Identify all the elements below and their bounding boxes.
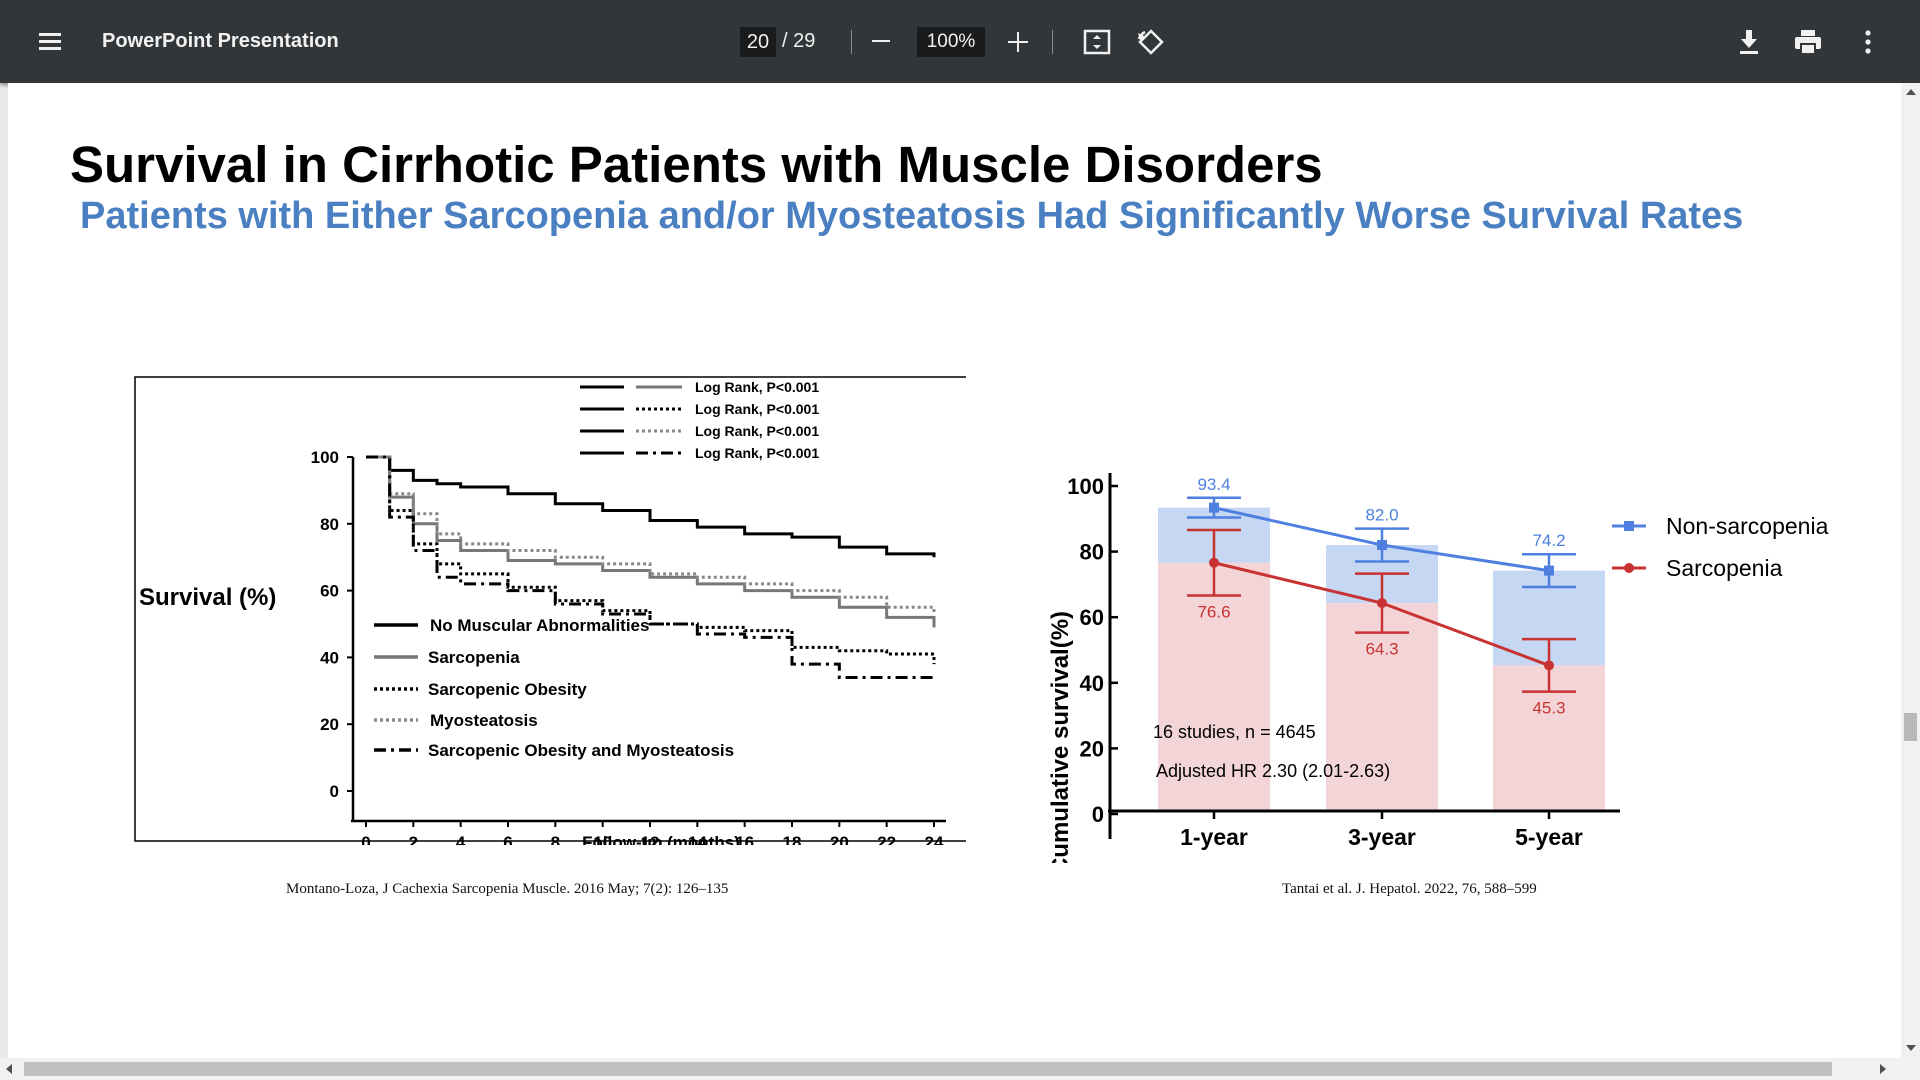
data-point — [1544, 565, 1554, 576]
data-label: 76.6 — [1197, 603, 1230, 622]
x-tick-label: 3-year — [1348, 824, 1416, 850]
logrank-label: Log Rank, P<0.001 — [695, 423, 819, 439]
y-tick-label: 60 — [320, 582, 339, 601]
pdf-toolbar: PowerPoint Presentation 20 / 29 100% — [0, 0, 1920, 83]
slide-page: Survival in Cirrhotic Patients with Musc… — [8, 83, 1901, 1058]
legend-label: Sarcopenia — [428, 648, 520, 667]
annotation-studies: 16 studies, n = 4645 — [1153, 722, 1316, 742]
x-tick-label: 14 — [688, 833, 707, 845]
data-label: 74.2 — [1532, 531, 1565, 550]
km-series-line — [366, 455, 936, 628]
citation-left: Montano-Loza, J Cachexia Sarcopenia Musc… — [286, 881, 729, 897]
data-point — [1377, 540, 1387, 551]
km-series-line — [366, 455, 936, 558]
y-tick-label: 20 — [1080, 736, 1104, 761]
y-tick-label: 0 — [1092, 802, 1104, 827]
y-tick-label: 80 — [320, 515, 339, 534]
slide-subtitle: Patients with Either Sarcopenia and/or M… — [80, 195, 1744, 237]
scroll-up-icon[interactable] — [1906, 89, 1916, 95]
x-tick-label: 22 — [877, 833, 896, 845]
data-label: 64.3 — [1365, 640, 1398, 659]
logrank-label: Log Rank, P<0.001 — [695, 401, 819, 417]
km-legend: No Muscular Abnormalities Sarcopenia Sar… — [374, 616, 734, 760]
zoom-out-icon[interactable] — [872, 40, 890, 42]
data-label: 45.3 — [1532, 699, 1565, 718]
x-tick-label: 1-year — [1180, 824, 1248, 850]
scroll-right-icon[interactable] — [1880, 1064, 1886, 1074]
km-series-line — [366, 455, 936, 614]
data-point — [1209, 502, 1219, 513]
data-point — [1209, 557, 1219, 568]
data-label: 82.0 — [1365, 506, 1398, 525]
more-icon[interactable] — [1860, 29, 1876, 55]
data-label: 93.4 — [1197, 475, 1230, 494]
km-series-line — [366, 455, 936, 665]
y-axis-label: Survival (%) — [139, 584, 276, 611]
x-tick-label: 20 — [830, 833, 849, 845]
vertical-scroll-thumb[interactable] — [1904, 713, 1917, 741]
logrank-label: Log Rank, P<0.001 — [695, 379, 819, 395]
page-total: / 29 — [782, 30, 816, 52]
x-axis-label: Follow-up (months) — [582, 833, 740, 845]
toolbar-divider — [1052, 30, 1053, 54]
toolbar-divider — [851, 30, 852, 54]
horizontal-scroll-thumb[interactable] — [24, 1062, 1832, 1076]
y-axis-label: Cumulative survival(%) — [1047, 611, 1074, 863]
x-tick-label: 18 — [783, 833, 802, 845]
zoom-in-icon[interactable] — [1008, 32, 1028, 52]
y-tick-label: 100 — [311, 448, 339, 467]
y-tick-label: 100 — [1067, 474, 1104, 499]
y-tick-label: 40 — [1080, 671, 1104, 696]
x-tick-label: 16 — [735, 833, 754, 845]
scroll-left-icon[interactable] — [6, 1064, 12, 1074]
menu-icon[interactable] — [34, 26, 66, 58]
cumulative-survival-chart: Cumulative survival(%) 0 20 40 60 80 100 1-ye… — [1047, 473, 1829, 863]
x-tick-label: 10 — [593, 833, 612, 845]
bar-sarcopenia — [1158, 562, 1270, 811]
logrank-key: Log Rank, P<0.001 Log Rank, P<0.001 Log … — [580, 379, 819, 461]
vertical-scrollbar[interactable] — [1901, 83, 1920, 1058]
document-title: PowerPoint Presentation — [102, 30, 339, 52]
slide-title: Survival in Cirrhotic Patients with Musc… — [70, 136, 1323, 193]
print-icon[interactable] — [1794, 29, 1822, 55]
x-tick-label: 8 — [551, 833, 560, 845]
legend-label: Non-sarcopenia — [1666, 513, 1829, 539]
legend-label: Sarcopenic Obesity and Myosteatosis — [428, 741, 734, 760]
x-tick-label: 12 — [641, 833, 660, 845]
page-number-input[interactable]: 20 — [740, 27, 776, 57]
fit-page-icon[interactable] — [1083, 28, 1111, 56]
x-tick-label: 4 — [456, 833, 466, 845]
km-series-line — [366, 455, 934, 679]
x-tick-label: 2 — [409, 833, 418, 845]
download-icon[interactable] — [1736, 28, 1762, 56]
rotate-icon[interactable] — [1136, 27, 1166, 57]
km-survival-chart: Log Rank, P<0.001 Log Rank, P<0.001 Log … — [134, 376, 966, 845]
citation-right: Tantai et al. J. Hepatol. 2022, 76, 588–… — [1282, 881, 1537, 897]
scroll-down-icon[interactable] — [1906, 1045, 1916, 1051]
legend-label: No Muscular Abnormalities — [430, 616, 649, 635]
zoom-level-input[interactable]: 100% — [917, 27, 985, 57]
chart-frame — [134, 376, 966, 842]
legend-label: Sarcopenia — [1666, 555, 1783, 581]
x-tick-label: 0 — [361, 833, 370, 845]
bar-legend: Non-sarcopenia Sarcopenia — [1612, 513, 1829, 581]
legend-label: Sarcopenic Obesity — [428, 680, 587, 699]
data-point — [1377, 598, 1387, 609]
y-tick-label: 20 — [320, 715, 339, 734]
horizontal-scrollbar[interactable] — [0, 1058, 1920, 1080]
annotation-hr: Adjusted HR 2.30 (2.01-2.63) — [1156, 761, 1390, 781]
y-tick-label: 40 — [320, 648, 339, 667]
y-tick-label: 80 — [1080, 540, 1104, 565]
logrank-label: Log Rank, P<0.001 — [695, 445, 819, 461]
x-tick-label: 5-year — [1515, 824, 1583, 850]
y-tick-label: 60 — [1080, 605, 1104, 630]
data-point — [1544, 660, 1554, 671]
y-tick-label: 0 — [330, 782, 339, 801]
x-tick-label: 6 — [503, 833, 512, 845]
legend-label: Myosteatosis — [430, 711, 538, 730]
x-tick-label: 24 — [925, 833, 944, 845]
bar-sarcopenia — [1326, 603, 1438, 811]
